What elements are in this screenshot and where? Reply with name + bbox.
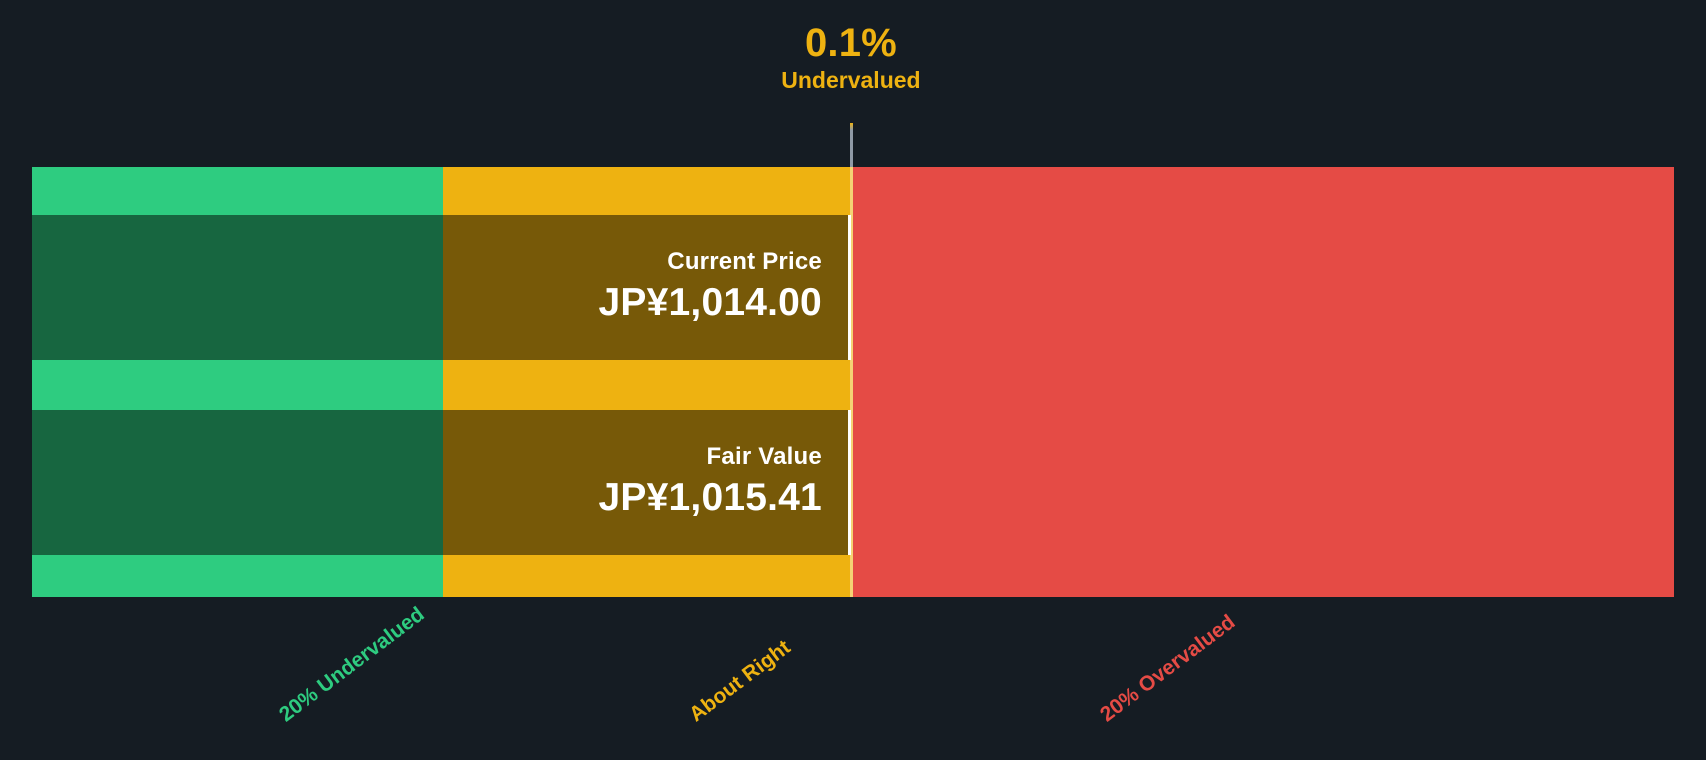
- marker-line-icon: [849, 123, 853, 167]
- bar-fair-value[interactable]: Fair Value JP¥1,015.41: [32, 410, 851, 555]
- plot-area: Current Price JP¥1,014.00 Fair Value JP¥…: [32, 167, 1674, 597]
- axis-label-undervalued: 20% Undervalued: [274, 602, 429, 727]
- band-overvalued: [853, 167, 1674, 597]
- bar-current-price[interactable]: Current Price JP¥1,014.00: [32, 215, 851, 360]
- axis-label-about-right: About Right: [685, 635, 795, 727]
- price-guide-line-icon: [849, 167, 853, 597]
- valuation-callout: 0.1% Undervalued: [781, 22, 920, 95]
- bar-amount: JP¥1,014.00: [598, 281, 822, 325]
- bar-amount: JP¥1,015.41: [598, 476, 822, 520]
- bar-label: Current Price: [667, 247, 822, 275]
- bar-label: Fair Value: [706, 442, 822, 470]
- valuation-percent: 0.1%: [804, 21, 897, 65]
- axis-label-overvalued: 20% Overvalued: [1095, 610, 1239, 727]
- valuation-state: Undervalued: [781, 67, 921, 94]
